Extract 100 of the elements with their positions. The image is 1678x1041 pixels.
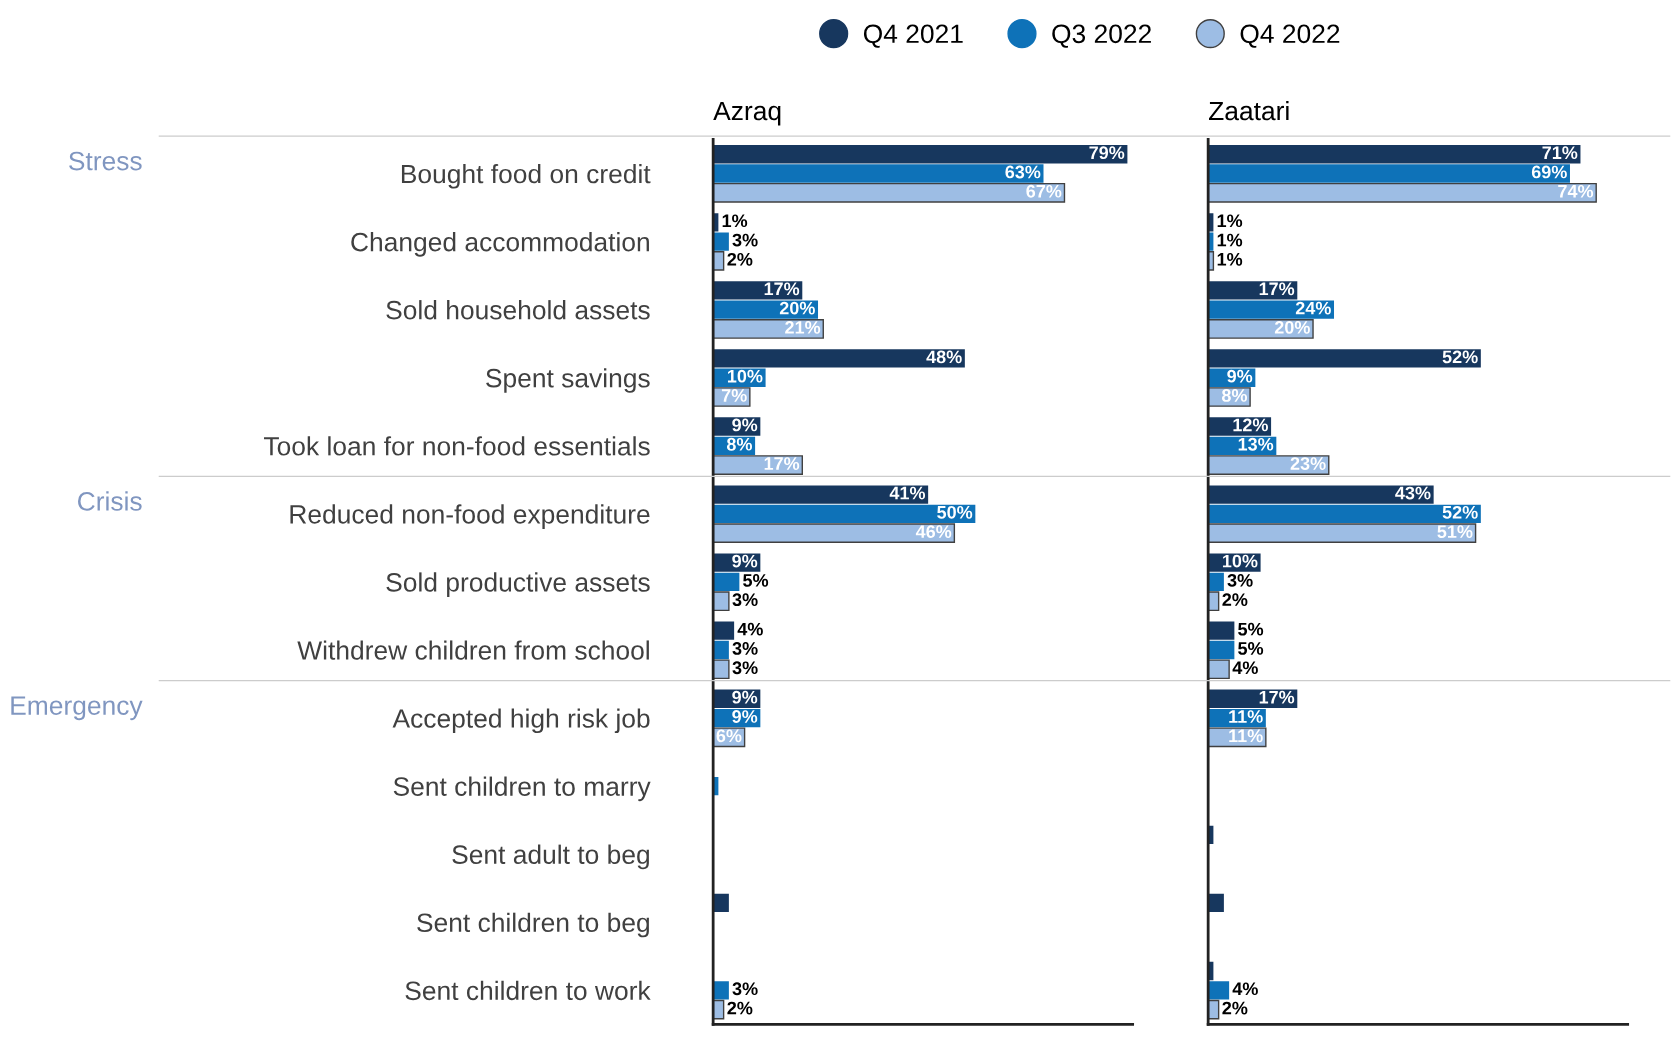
- data-label: 7%: [721, 389, 747, 402]
- bar: [1208, 319, 1314, 339]
- data-label: 9%: [732, 418, 758, 432]
- data-label: 4%: [737, 622, 763, 636]
- data-label: 1%: [722, 214, 748, 228]
- bar: [1208, 145, 1581, 164]
- data-label: 2%: [1222, 593, 1248, 607]
- data-label: 1%: [1217, 233, 1243, 247]
- data-label: 48%: [926, 350, 962, 364]
- data-label: 21%: [785, 321, 821, 334]
- bar: [713, 145, 1128, 164]
- data-label: 5%: [743, 574, 769, 587]
- data-label: 17%: [1259, 690, 1295, 704]
- data-label: 3%: [732, 642, 758, 655]
- bar: [1208, 349, 1481, 368]
- bar: [713, 300, 819, 319]
- bar: [713, 281, 803, 300]
- data-label: 52%: [1442, 505, 1478, 519]
- bar: [1208, 485, 1434, 504]
- data-label: 52%: [1442, 350, 1478, 364]
- bar: [713, 523, 956, 543]
- data-label: 63%: [1005, 165, 1041, 179]
- bar: [713, 591, 730, 612]
- data-label: 12%: [1233, 418, 1268, 432]
- data-label: 1%: [1217, 214, 1243, 228]
- y-tick-label: Bought food on credit: [401, 163, 651, 189]
- bar: [1208, 300, 1335, 319]
- y-tick-label: Changed accommodation: [351, 232, 649, 257]
- bar: [713, 182, 1066, 203]
- data-label: 9%: [732, 554, 758, 568]
- bar: [1208, 523, 1477, 543]
- bar: [713, 504, 976, 524]
- data-label: 9%: [1227, 369, 1253, 383]
- legend-label: Q4 2021: [863, 24, 963, 48]
- data-label: 20%: [779, 301, 815, 315]
- y-tick-label: Sold productive assets: [386, 572, 650, 597]
- data-label: 74%: [1558, 184, 1594, 198]
- bar: [713, 349, 965, 368]
- bar: [1208, 281, 1298, 300]
- bar: [713, 319, 824, 339]
- data-label: 9%: [732, 690, 758, 704]
- data-label: 17%: [764, 457, 800, 470]
- bar: [713, 485, 929, 504]
- bar: [713, 232, 729, 251]
- data-label: 11%: [1229, 710, 1263, 723]
- text: Crisis: [78, 491, 142, 511]
- y-tick-label: Took loan for non-food essentials: [264, 436, 650, 456]
- data-label: 17%: [1259, 282, 1295, 296]
- data-label: 41%: [889, 486, 926, 500]
- data-label: 10%: [727, 369, 763, 383]
- data-label: 2%: [727, 1001, 753, 1015]
- bar: [1208, 164, 1570, 183]
- data-label: 9%: [732, 710, 758, 723]
- text: Stress: [69, 151, 142, 171]
- data-label: 10%: [1222, 554, 1258, 568]
- data-label: 2%: [1222, 1001, 1248, 1015]
- data-label: 3%: [1227, 573, 1253, 587]
- y-tick-label: Sent children to marry: [393, 776, 651, 802]
- data-label: 1%: [1217, 252, 1243, 266]
- data-label: 3%: [732, 233, 758, 247]
- y-tick-label: Accepted high risk job: [392, 708, 650, 734]
- y-tick-label: Spent savings: [486, 368, 650, 393]
- y-tick-label: Sent children to beg: [417, 912, 649, 938]
- bar: [1208, 659, 1230, 680]
- data-label: 6%: [716, 729, 742, 743]
- y-tick-label: Reduced non-food expenditure: [290, 504, 650, 529]
- data-label: 71%: [1542, 146, 1578, 160]
- bar: [713, 572, 740, 592]
- text: Emergency: [11, 696, 143, 721]
- data-label: 24%: [1295, 301, 1331, 315]
- legend-label: Q3 2022: [1052, 24, 1151, 48]
- data-label: 3%: [732, 593, 758, 607]
- bar: [1208, 182, 1597, 203]
- data-label: 5%: [1238, 642, 1264, 655]
- bar: [1208, 640, 1235, 660]
- data-label: 67%: [1026, 184, 1062, 198]
- y-tick-label: Sent children to work: [405, 980, 651, 1001]
- chart-title: Zaatari: [1209, 100, 1289, 121]
- data-label: 4%: [1232, 982, 1258, 996]
- bar: [1208, 621, 1235, 640]
- data-label: 8%: [1221, 389, 1248, 402]
- bar: [713, 164, 1044, 183]
- data-label: 11%: [1229, 729, 1263, 743]
- data-label: 3%: [732, 982, 758, 996]
- bar: [1208, 455, 1330, 475]
- bar: [713, 659, 730, 680]
- y-tick-label: Withdrew children from school: [297, 640, 649, 660]
- legend-label: Q4 2022: [1240, 24, 1340, 48]
- bar: [1208, 504, 1481, 524]
- chart-title: Azraq: [713, 101, 781, 126]
- data-label: 79%: [1089, 146, 1125, 160]
- data-label: 51%: [1437, 525, 1473, 538]
- data-label: 17%: [764, 282, 800, 296]
- data-label: 43%: [1395, 486, 1431, 500]
- data-label: 50%: [937, 505, 973, 519]
- data-label: 69%: [1531, 165, 1567, 179]
- y-tick-label: Sold household assets: [386, 300, 650, 320]
- data-label: 23%: [1290, 457, 1326, 470]
- y-tick-label: Sent adult to beg: [452, 844, 649, 870]
- data-label: 5%: [1238, 622, 1264, 636]
